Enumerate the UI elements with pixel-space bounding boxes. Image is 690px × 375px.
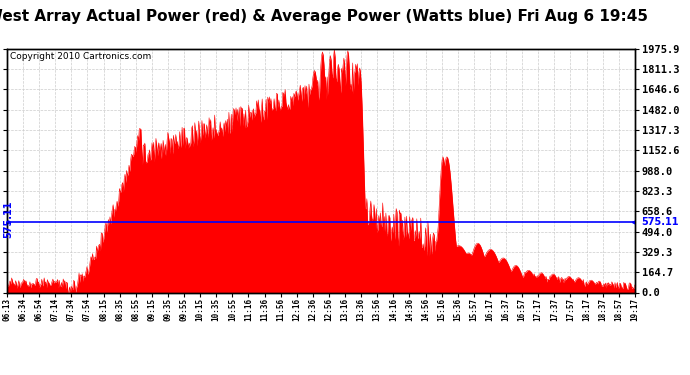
Text: West Array Actual Power (red) & Average Power (Watts blue) Fri Aug 6 19:45: West Array Actual Power (red) & Average … xyxy=(0,9,649,24)
Text: 575.11: 575.11 xyxy=(641,216,678,226)
Text: Copyright 2010 Cartronics.com: Copyright 2010 Cartronics.com xyxy=(10,53,151,62)
Text: 575.11: 575.11 xyxy=(3,201,13,238)
